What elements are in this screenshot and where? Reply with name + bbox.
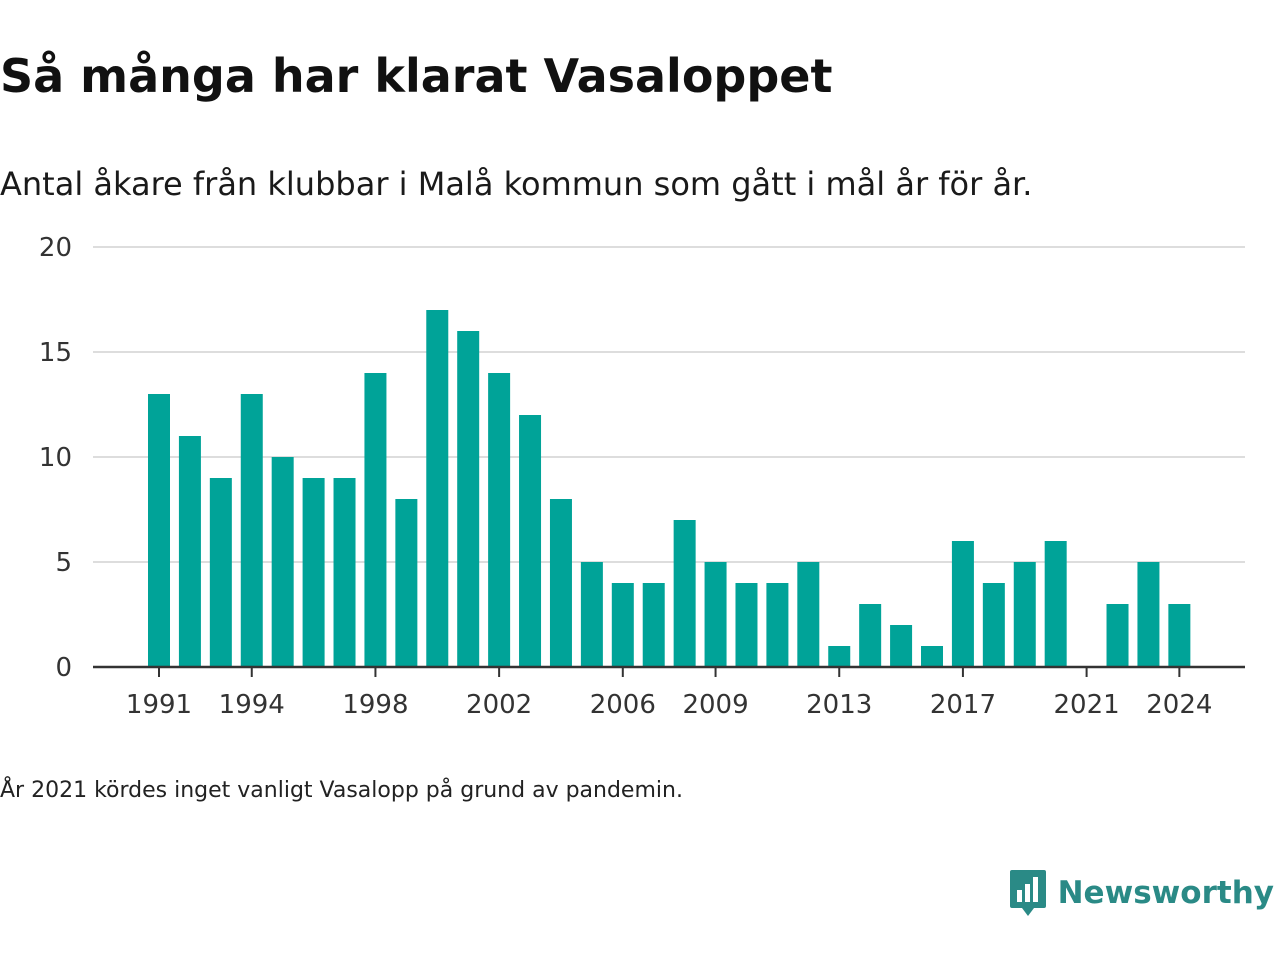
y-tick-label: 15 xyxy=(39,338,72,368)
bar-2009 xyxy=(704,562,727,667)
x-tick-label: 2017 xyxy=(930,690,996,720)
bar-2010 xyxy=(735,583,758,667)
y-tick-label: 10 xyxy=(39,443,72,473)
bar-1991 xyxy=(148,394,170,667)
bar-1999 xyxy=(395,499,418,667)
grid-lines xyxy=(93,246,1245,563)
y-tick-label: 20 xyxy=(39,233,72,263)
bar-2015 xyxy=(890,625,913,667)
bar-2016 xyxy=(921,646,943,667)
bar-1993 xyxy=(209,478,232,667)
bar-chart: 0 5 10 15 20 1991 1994 1998 2002 2006 2009 2013 2017… xyxy=(39,233,1245,720)
bar-2014 xyxy=(859,604,882,667)
x-tick-label: 1991 xyxy=(126,690,192,720)
x-tick-label: 2009 xyxy=(682,690,748,720)
bar-2024 xyxy=(1168,604,1191,667)
bar-2007 xyxy=(642,583,665,667)
chart-title: Så många har klarat Vasaloppet xyxy=(0,49,833,103)
bar-2002 xyxy=(488,373,511,667)
x-tick-label: 2002 xyxy=(466,690,532,720)
bar-2013 xyxy=(828,646,851,667)
bar-2008 xyxy=(673,520,696,667)
bar-1994 xyxy=(240,394,263,667)
bar-2019 xyxy=(1013,562,1036,667)
bar-1992 xyxy=(178,436,201,667)
x-tick-label: 1994 xyxy=(219,690,285,720)
bar-1995 xyxy=(271,457,294,667)
footnote: År 2021 kördes inget vanligt Vasalopp på… xyxy=(0,778,683,803)
bar-2022 xyxy=(1106,604,1129,667)
x-tick-label: 2006 xyxy=(590,690,656,720)
y-tick-label: 5 xyxy=(55,548,72,578)
y-tick-label: 0 xyxy=(55,653,72,683)
x-tick-label: 2013 xyxy=(806,690,872,720)
bars xyxy=(148,310,1191,667)
bar-2012 xyxy=(797,562,820,667)
bar-2004 xyxy=(549,499,572,667)
bar-2011 xyxy=(766,583,789,667)
bar-2001 xyxy=(457,331,480,667)
bar-2005 xyxy=(580,562,603,667)
x-tick-label: 1998 xyxy=(342,690,408,720)
bar-2003 xyxy=(519,415,542,667)
bar-1997 xyxy=(333,478,356,667)
bar-2006 xyxy=(611,583,634,667)
bar-2017 xyxy=(951,541,974,667)
brand-logo: Newsworthy xyxy=(1008,868,1274,918)
x-tick-label: 2024 xyxy=(1146,690,1212,720)
bar-2018 xyxy=(982,583,1005,667)
brand-name: Newsworthy xyxy=(1057,875,1274,911)
x-tick-label: 2021 xyxy=(1054,690,1120,720)
newsworthy-logo-icon xyxy=(1009,870,1046,916)
bar-2020 xyxy=(1044,541,1067,667)
bar-1996 xyxy=(302,478,325,667)
bar-2000 xyxy=(426,310,449,667)
bar-1998 xyxy=(364,373,387,667)
axes: 0 5 10 15 20 1991 1994 1998 2002 2006 2009 2013 2017… xyxy=(39,233,1245,720)
chart-subtitle: Antal åkare från klubbar i Malå kommun s… xyxy=(0,165,1033,203)
bar-2023 xyxy=(1137,562,1160,667)
